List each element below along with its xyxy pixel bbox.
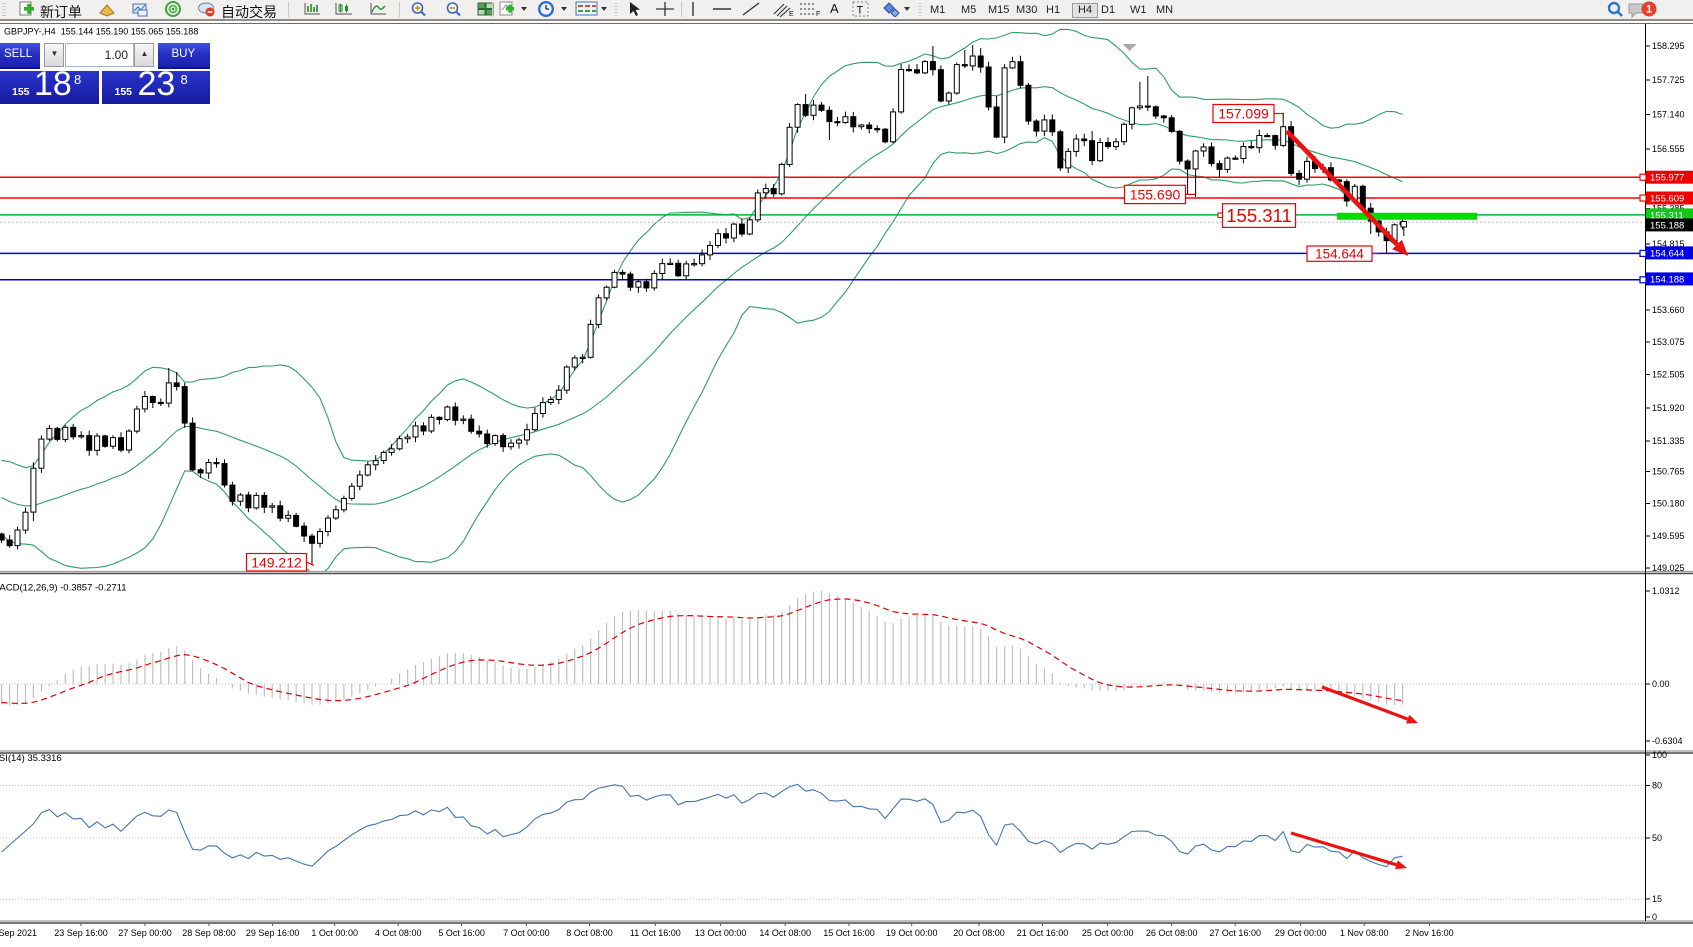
svg-text:23 Sep 16:00: 23 Sep 16:00 <box>54 928 108 938</box>
svg-text:13 Oct 00:00: 13 Oct 00:00 <box>695 928 747 938</box>
svg-text:154.644: 154.644 <box>1315 247 1364 262</box>
svg-text:MACD(12,26,9) -0.3857 -0.2711: MACD(12,26,9) -0.3857 -0.2711 <box>0 583 127 594</box>
svg-text:151.920: 151.920 <box>1652 403 1685 413</box>
svg-text:157.099: 157.099 <box>1218 106 1269 122</box>
svg-text:100: 100 <box>1652 750 1667 760</box>
svg-text:29 Sep 16:00: 29 Sep 16:00 <box>246 928 300 938</box>
svg-text:11 Oct 16:00: 11 Oct 16:00 <box>630 928 681 938</box>
svg-text:0.00: 0.00 <box>1652 679 1670 689</box>
svg-text:26 Oct 08:00: 26 Oct 08:00 <box>1146 928 1198 938</box>
svg-text:153.660: 153.660 <box>1652 305 1685 315</box>
svg-text:157.725: 157.725 <box>1652 75 1685 85</box>
svg-text:15 Oct 16:00: 15 Oct 16:00 <box>823 928 875 938</box>
svg-text:5 Oct 16:00: 5 Oct 16:00 <box>438 928 485 938</box>
svg-text:27 Sep 00:00: 27 Sep 00:00 <box>118 928 172 938</box>
svg-text:158.295: 158.295 <box>1652 41 1685 51</box>
svg-text:50: 50 <box>1652 833 1662 843</box>
svg-text:21 Sep 2021: 21 Sep 2021 <box>0 928 37 938</box>
svg-text:155.609: 155.609 <box>1650 194 1684 205</box>
svg-text:154.644: 154.644 <box>1650 248 1684 259</box>
svg-text:150.765: 150.765 <box>1652 467 1685 477</box>
svg-text:151.335: 151.335 <box>1652 436 1685 446</box>
svg-text:80: 80 <box>1652 781 1662 791</box>
svg-text:149.595: 149.595 <box>1652 531 1685 541</box>
svg-text:14 Oct 08:00: 14 Oct 08:00 <box>759 928 811 938</box>
svg-text:157.140: 157.140 <box>1652 110 1685 120</box>
svg-text:156.555: 156.555 <box>1652 144 1685 154</box>
svg-text:4 Oct 08:00: 4 Oct 08:00 <box>375 928 422 938</box>
svg-text:155.311: 155.311 <box>1226 205 1292 226</box>
svg-text:25 Oct 00:00: 25 Oct 00:00 <box>1082 928 1134 938</box>
svg-text:20 Oct 08:00: 20 Oct 08:00 <box>953 928 1005 938</box>
svg-text:1 Nov 08:00: 1 Nov 08:00 <box>1340 928 1389 938</box>
svg-text:GBPJPY-,H4 155.144 155.190 15: GBPJPY-,H4 155.144 155.190 155.065 155.1… <box>4 26 198 36</box>
svg-text:154.188: 154.188 <box>1650 274 1684 285</box>
svg-text:-0.6304: -0.6304 <box>1652 736 1683 746</box>
svg-text:0: 0 <box>1652 912 1657 922</box>
svg-text:21 Oct 16:00: 21 Oct 16:00 <box>1017 928 1069 938</box>
svg-text:27 Oct 16:00: 27 Oct 16:00 <box>1209 928 1261 938</box>
svg-text:153.075: 153.075 <box>1652 337 1685 347</box>
svg-text:2 Nov 16:00: 2 Nov 16:00 <box>1405 928 1454 938</box>
svg-text:150.180: 150.180 <box>1652 499 1685 509</box>
svg-text:1: 1 <box>1646 4 1652 16</box>
svg-text:F: F <box>816 11 820 17</box>
svg-text:T: T <box>857 5 864 17</box>
svg-text:154.815: 154.815 <box>1652 239 1685 249</box>
svg-text:149.212: 149.212 <box>251 554 302 570</box>
svg-text:152.505: 152.505 <box>1652 370 1685 380</box>
svg-text:1 Oct 00:00: 1 Oct 00:00 <box>311 928 358 938</box>
svg-text:28 Sep 08:00: 28 Sep 08:00 <box>182 928 236 938</box>
svg-text:15: 15 <box>1652 894 1662 904</box>
svg-text:155.977: 155.977 <box>1650 173 1684 184</box>
svg-text:149.025: 149.025 <box>1652 563 1685 573</box>
svg-text:RSI(14) 35.3316: RSI(14) 35.3316 <box>0 753 62 764</box>
svg-text:155.690: 155.690 <box>1130 186 1181 202</box>
svg-text:1.0312: 1.0312 <box>1652 586 1680 596</box>
svg-text:29 Oct 00:00: 29 Oct 00:00 <box>1275 928 1327 938</box>
svg-text:19 Oct 00:00: 19 Oct 00:00 <box>886 928 938 938</box>
svg-text:155.311: 155.311 <box>1650 210 1684 221</box>
svg-text:7 Oct 00:00: 7 Oct 00:00 <box>503 928 550 938</box>
svg-text:E: E <box>789 11 794 17</box>
svg-text:8 Oct 08:00: 8 Oct 08:00 <box>566 928 613 938</box>
svg-text:155.188: 155.188 <box>1650 220 1684 231</box>
